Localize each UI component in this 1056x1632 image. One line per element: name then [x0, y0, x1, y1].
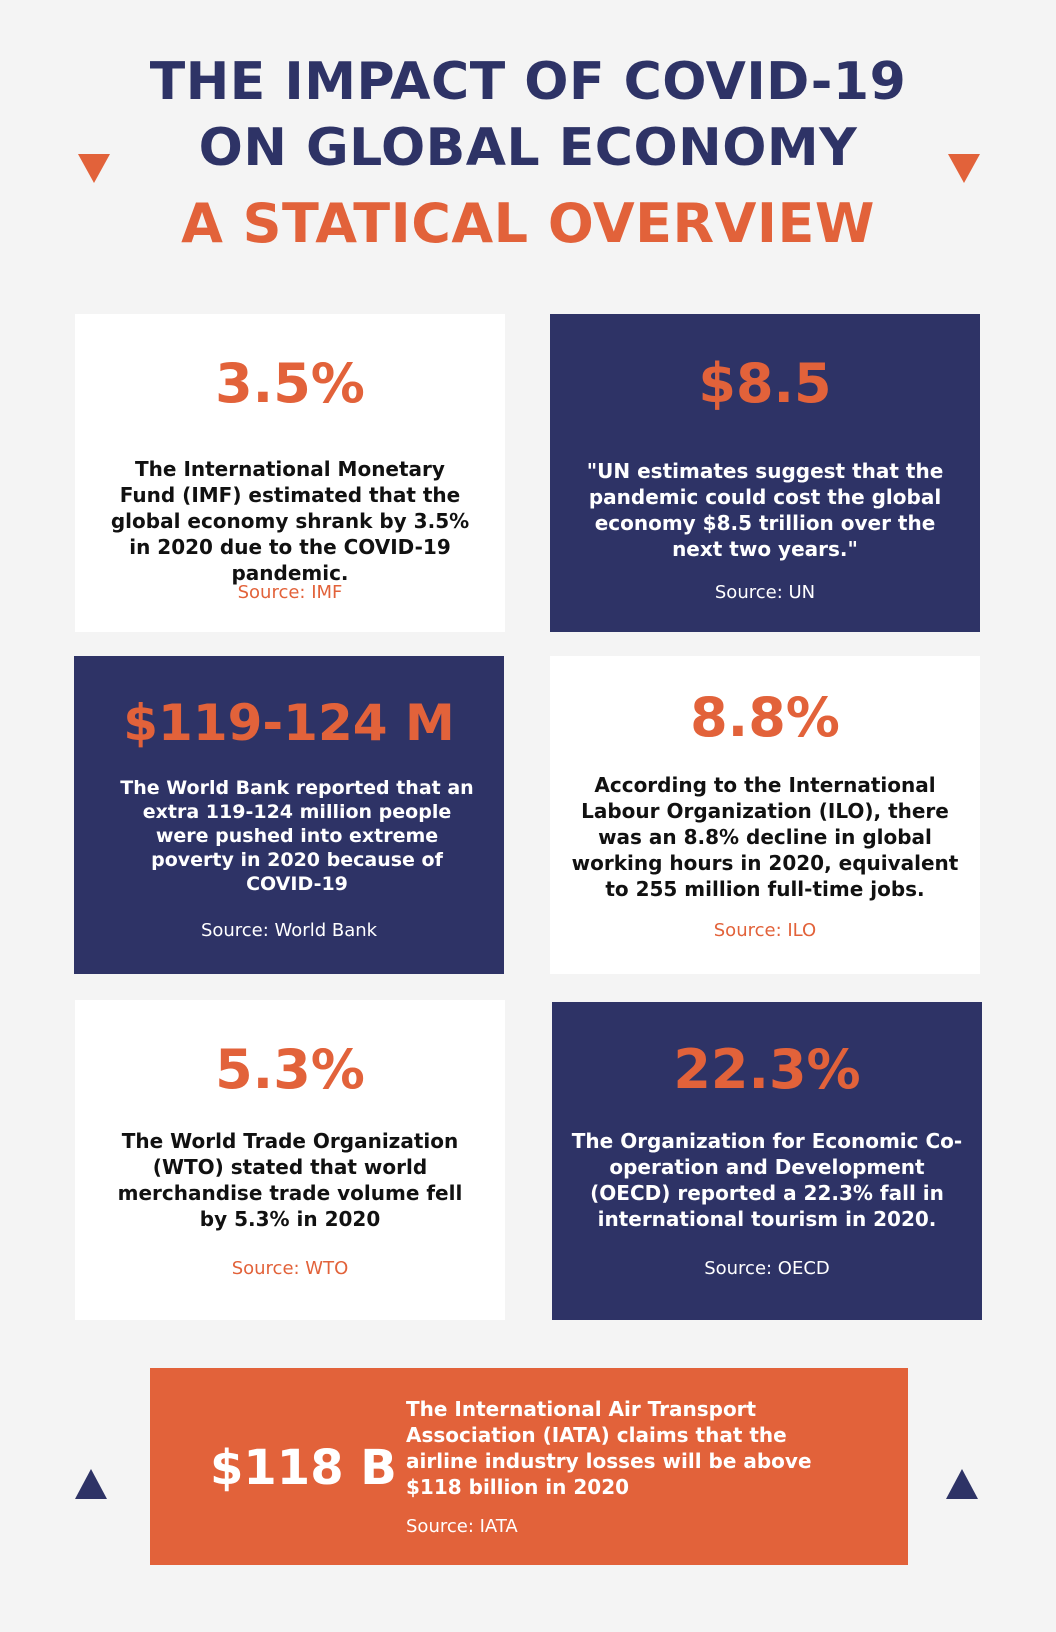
stat-card-un: $8.5 "UN estimates suggest that the pand… — [550, 314, 980, 632]
stat-source: Source: OECD — [704, 1258, 830, 1279]
page-title-line-1: THE IMPACT OF COVID-19 — [149, 52, 907, 112]
triangle-down-icon — [78, 154, 110, 183]
stat-value: $8.5 — [698, 352, 832, 415]
page-subtitle: A STATICAL OVERVIEW — [181, 192, 875, 255]
triangle-down-icon — [948, 154, 980, 183]
stat-value: $119-124 M — [123, 694, 455, 752]
stat-description: The International Monetary Fund (IMF) es… — [110, 457, 470, 585]
stat-description: The World Bank reported that an extra 11… — [120, 777, 474, 895]
stat-source: Source: WTO — [231, 1258, 349, 1279]
triangle-up-icon — [75, 1469, 107, 1499]
stat-value: 8.8% — [690, 686, 840, 749]
triangle-up-icon — [946, 1469, 978, 1499]
stat-value: 3.5% — [215, 352, 365, 415]
banner-description: The International Air Transport Associat… — [406, 1397, 812, 1499]
stat-source: Source: UN — [714, 582, 816, 603]
stat-description: The Organization for Economic Co-operati… — [571, 1129, 963, 1231]
stat-description: "UN estimates suggest that the pandemic … — [586, 459, 944, 561]
stat-card-wto: 5.3% The World Trade Organization (WTO) … — [75, 1000, 505, 1320]
stat-value: 5.3% — [215, 1038, 365, 1101]
page-title-line-2: ON GLOBAL ECONOMY — [198, 118, 858, 178]
stat-card-ilo: 8.8% According to the International Labo… — [550, 656, 980, 974]
stat-card-world-bank: $119-124 M The World Bank reported that … — [74, 656, 504, 974]
iata-banner: $118 B The International Air Transport A… — [150, 1368, 908, 1565]
stat-card-imf: 3.5% The International Monetary Fund (IM… — [75, 314, 505, 632]
stat-card-oecd: 22.3% The Organization for Economic Co-o… — [552, 1002, 982, 1320]
stat-description: According to the International Labour Or… — [571, 773, 959, 901]
stat-description: The World Trade Organization (WTO) state… — [117, 1129, 463, 1231]
stat-source: Source: ILO — [713, 920, 817, 941]
stat-source: Source: IMF — [237, 582, 343, 603]
banner-source: Source: IATA — [406, 1516, 518, 1537]
stat-source: Source: World Bank — [200, 920, 378, 941]
stat-value: 22.3% — [673, 1038, 861, 1101]
banner-stat-value: $118 B — [210, 1440, 397, 1496]
